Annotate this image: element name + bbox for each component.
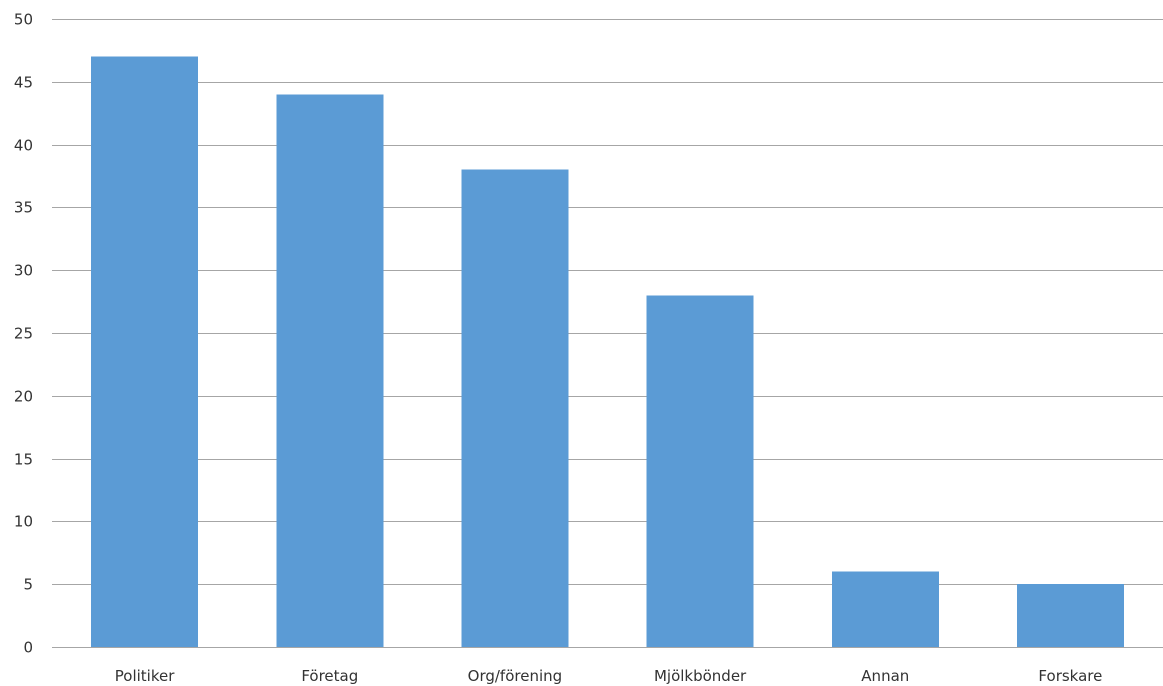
bar-politiker — [91, 56, 199, 647]
x-tick-label: Annan — [861, 667, 909, 685]
x-tick-label: Mjölkbönder — [654, 667, 747, 685]
y-tick-label: 45 — [14, 74, 33, 92]
y-tick-label: 10 — [14, 513, 33, 531]
bar-annan — [831, 571, 939, 647]
y-tick-label: 15 — [14, 451, 33, 469]
bar-mjölkbönder — [646, 295, 754, 647]
y-tick-label: 50 — [14, 11, 33, 29]
y-tick-label: 20 — [14, 388, 33, 406]
y-tick-label: 5 — [23, 576, 33, 594]
bar-forskare — [1016, 584, 1124, 647]
y-axis-tick-labels: 0 5 10 15 20 25 30 35 40 45 50 — [14, 11, 33, 657]
y-tick-label: 0 — [23, 639, 33, 657]
bar-org-förening — [461, 169, 569, 647]
y-tick-label: 35 — [14, 199, 33, 217]
x-tick-label: Företag — [301, 667, 358, 685]
x-tick-label: Politiker — [115, 667, 175, 685]
x-tick-label: Org/förening — [468, 667, 563, 685]
gridlines — [52, 19, 1163, 648]
bars — [91, 56, 1124, 647]
x-axis-tick-labels: Politiker Företag Org/förening Mjölkbönder A… — [115, 667, 1103, 685]
y-tick-label: 30 — [14, 262, 33, 280]
y-tick-label: 25 — [14, 325, 33, 343]
y-tick-label: 40 — [14, 137, 33, 155]
x-tick-label: Forskare — [1038, 667, 1102, 685]
bar-företag — [276, 94, 384, 647]
